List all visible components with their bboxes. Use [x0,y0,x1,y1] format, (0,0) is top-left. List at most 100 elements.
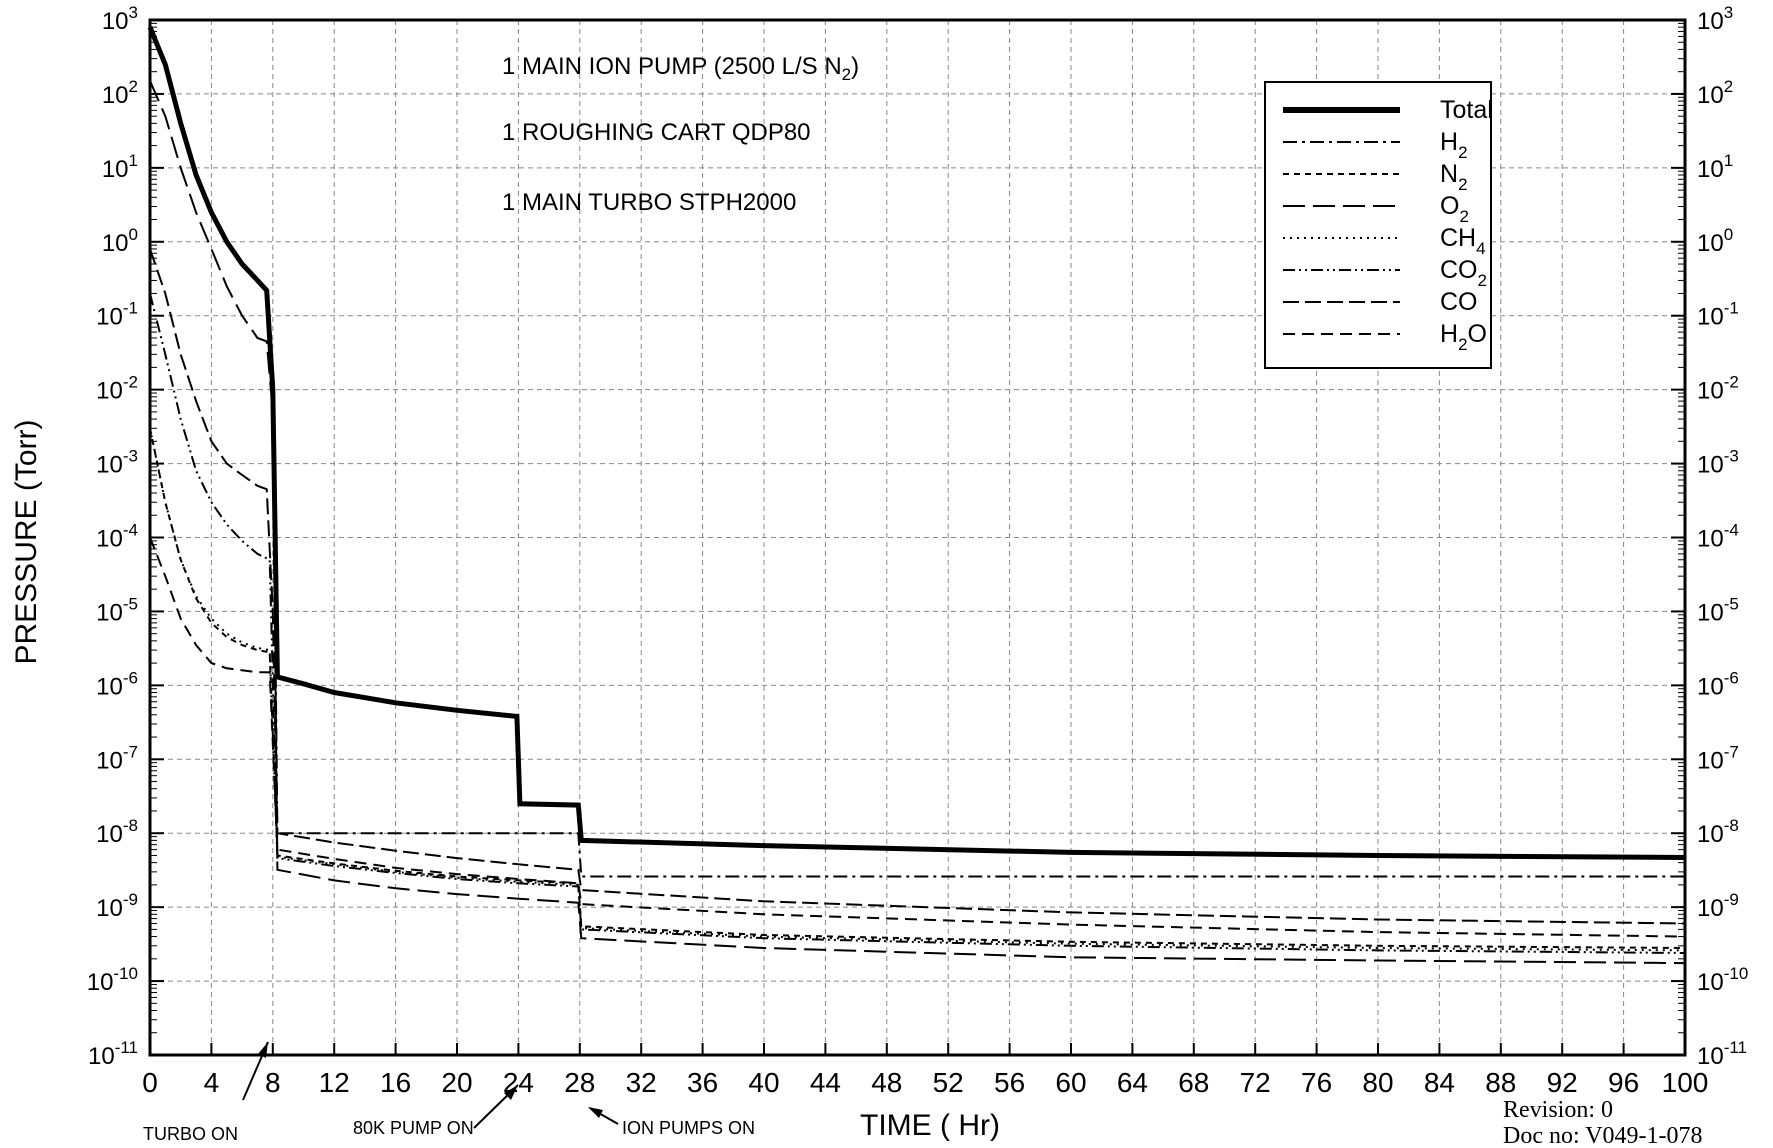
y-tick-exp: -2 [123,373,138,392]
y-tick-base: 10 [96,378,123,405]
legend-label-co2: CO2 [1440,256,1487,290]
y-tick-label: 10-7 [1697,742,1739,774]
series-line-h2 [149,26,1685,878]
y-tick-base: 10 [87,969,114,996]
y-tick-exp: 0 [1724,225,1733,244]
y-tick-label: 10-9 [96,890,138,922]
x-tick-label: 64 [1117,1067,1148,1098]
y-tick-exp: -8 [123,816,138,835]
y-tick-base: 10 [1697,895,1724,922]
y-tick-exp: 3 [129,3,138,22]
legend-label-sub: 2 [1458,143,1467,162]
x-tick-label: 56 [994,1067,1025,1098]
y-tick-base: 10 [102,8,129,35]
series-line-o2 [149,80,1686,965]
y-tick-exp: -9 [1724,890,1739,909]
x-tick-label: 80 [1362,1067,1393,1098]
y-tick-exp: -3 [1724,447,1739,466]
x-tick-label: 84 [1424,1067,1455,1098]
legend-label-n2: N2 [1440,160,1468,194]
y-tick-base: 10 [96,821,123,848]
y-tick-base: 10 [1697,821,1724,848]
legend-label-base: H [1440,320,1458,348]
y-axis-label: PRESSURE (Torr) [10,419,43,664]
series-line-n2 [149,428,1686,949]
y-tick-label: 10-5 [96,594,138,626]
x-ticks: 0 4 8 12 16 20 24 28 32 36 40 44 48 52 56 60 64 68 72 76 80 8… [142,1043,1708,1098]
series-line-co2 [149,293,1686,954]
y-tick-exp: -9 [123,890,138,909]
y-tick-base: 10 [1697,599,1724,626]
y-tick-exp: -4 [1724,521,1739,540]
80k-pump-arrowhead [504,1085,518,1100]
note-main-turbo: 1 MAIN TURBO STPH2000 [502,189,796,216]
y-tick-exp: -10 [1724,964,1749,983]
y-tick-label: 10-11 [88,1038,138,1070]
y-tick-label: 10-8 [96,816,138,848]
ion-pumps-arrowhead [588,1107,603,1118]
y-tick-exp: -1 [123,299,138,318]
series-line-h2o [149,537,1686,938]
y-tick-exp: -3 [123,447,138,466]
x-tick-label: 52 [933,1067,964,1098]
y-tick-label: 10-6 [96,668,138,700]
y-tick-label: 101 [102,151,138,183]
note-ion-pump-sub: 2 [842,65,851,84]
legend-label-base: Total [1440,96,1493,124]
y-tick-label: 101 [1697,151,1733,183]
legend-label-base: H [1440,128,1458,156]
legend-label-base: CO [1440,288,1478,316]
y-tick-exp: -5 [123,594,138,613]
y-tick-base: 10 [1697,526,1724,553]
legend-label-sub: 4 [1476,239,1485,258]
legend-label-co: CO [1440,288,1478,316]
legend-label-sub: 2 [1458,175,1467,194]
y-tick-label: 10-8 [1697,816,1739,848]
x-tick-label: 92 [1547,1067,1578,1098]
note-ion-pump-close: ) [851,53,859,80]
revision-label: Revision: 0 [1503,1097,1613,1123]
legend-label-sub: 2 [1459,207,1468,226]
y-tick-base: 10 [1697,452,1724,479]
y-tick-label: 102 [102,77,138,109]
note-ion-pump: 1 MAIN ION PUMP (2500 L/S N2) [502,53,859,84]
x-tick-label: 32 [626,1067,657,1098]
y-tick-base: 10 [1697,156,1724,183]
y-tick-exp: -7 [123,742,138,761]
x-tick-label: 20 [441,1067,472,1098]
legend-label-total: Total [1440,96,1493,124]
y-tick-exp: -7 [1724,742,1739,761]
y-tick-label: 10-2 [1697,373,1739,405]
y-tick-base: 10 [102,230,129,257]
y-tick-base: 10 [102,82,129,109]
x-tick-label: 48 [871,1067,902,1098]
x-tick-label: 44 [810,1067,841,1098]
y-tick-label: 10-3 [1697,447,1739,479]
y-tick-label: 10-5 [1697,594,1739,626]
y-tick-label: 10-1 [96,299,138,331]
x-tick-label: 68 [1178,1067,1209,1098]
x-tick-label: 96 [1608,1067,1639,1098]
series-line-ch4 [149,428,1686,952]
y-tick-exp: -6 [1724,668,1739,687]
legend-label-h2o: H2O [1440,320,1487,354]
y-tick-label: 10-9 [1697,890,1739,922]
y-tick-label: 100 [1697,225,1733,257]
y-tick-exp: 2 [129,77,138,96]
y-tick-base: 10 [96,304,123,331]
y-tick-label: 10-11 [1697,1038,1747,1070]
y-tick-base: 10 [96,452,123,479]
y-tick-base: 10 [1697,673,1724,700]
y-tick-base: 10 [96,895,123,922]
x-tick-label: 100 [1662,1067,1709,1098]
legend-box [1264,81,1492,369]
y-ticks-left: 10310210110010-110-210-310-410-510-610-7… [87,3,164,1070]
y-tick-exp: 1 [1724,151,1733,170]
turbo-on-arrowhead [258,1042,268,1058]
y-tick-label: 10-1 [1697,299,1739,331]
y-tick-label: 10-10 [1697,964,1748,996]
legend-label-base: O [1440,192,1459,220]
y-tick-base: 10 [1697,82,1724,109]
